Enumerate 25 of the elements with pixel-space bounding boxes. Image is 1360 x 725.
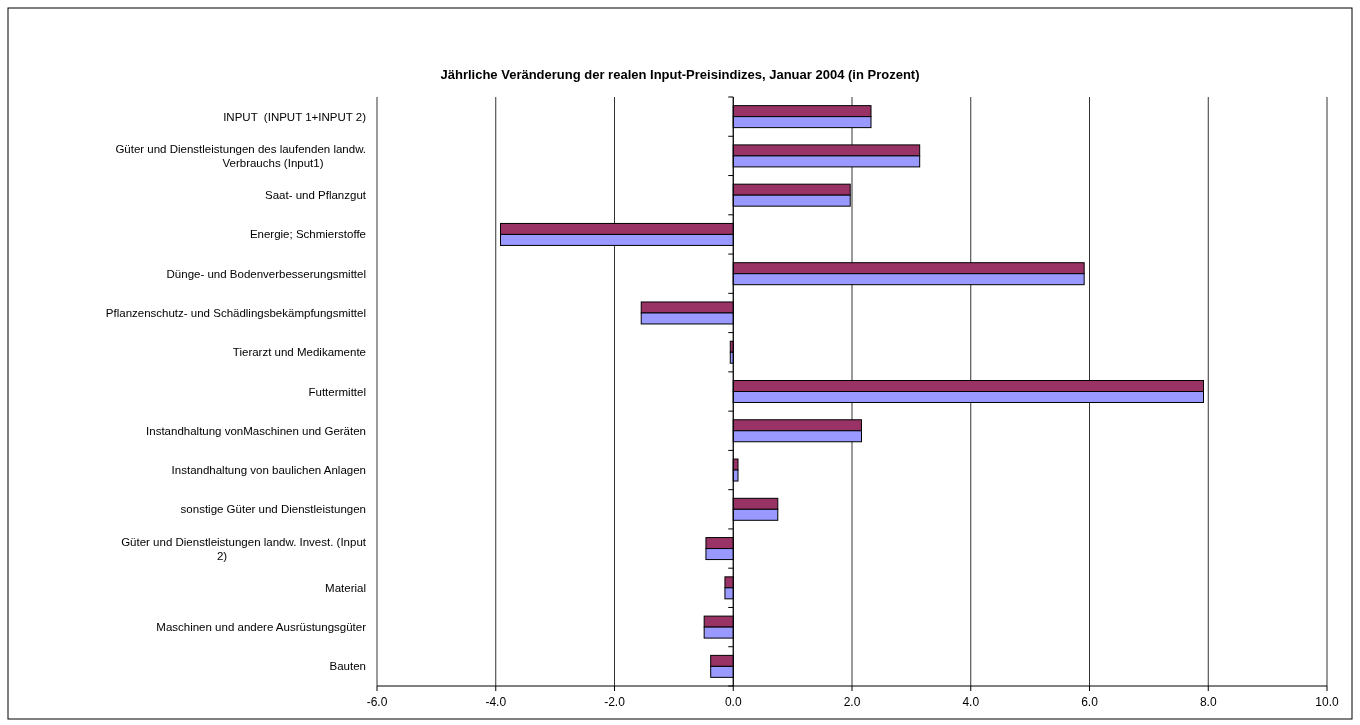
x-tick-label: 0.0 bbox=[724, 695, 742, 709]
y-tick-label: Instandhaltung von baulichen Anlagen bbox=[171, 464, 366, 477]
y-tick-label: Güter und Dienstleistungen des laufenden landw. Verbrauchs (Input1) bbox=[115, 142, 366, 169]
y-tick-label: Energie; Schmierstoffe bbox=[249, 228, 366, 241]
y-tick-label: Maschinen und andere Ausrüstungsgüter bbox=[156, 621, 367, 634]
y-tick-label: Pflanzenschutz- und Schädlingsbekämpfungsmittel bbox=[105, 306, 366, 319]
x-tick-label: -2.0 bbox=[604, 695, 626, 709]
y-tick-label: Material bbox=[325, 581, 366, 594]
y-tick-label: Tierarzt und Medikamente bbox=[232, 346, 366, 359]
x-tick-label: 8.0 bbox=[1199, 695, 1217, 709]
y-tick-label: Instandhaltung vonMaschinen und Geräten bbox=[146, 424, 366, 437]
x-tick-label: 4.0 bbox=[962, 695, 980, 709]
x-tick-label: -6.0 bbox=[366, 695, 388, 709]
y-tick-label: Dünge- und Bodenverbesserungsmittel bbox=[166, 267, 366, 280]
chart-title: Jährliche Veränderung der realen Input-Preisindizes, Januar 2004 (in Prozent) bbox=[440, 67, 920, 82]
x-tick-label: -4.0 bbox=[485, 695, 507, 709]
y-tick-label: Futtermittel bbox=[308, 385, 366, 398]
x-tick-label: 10.0 bbox=[1315, 695, 1339, 709]
y-tick-label: Güter und Dienstleistungen landw. Invest. (Input 2) bbox=[121, 535, 367, 562]
x-tick-label: 2.0 bbox=[843, 695, 861, 709]
y-tick-label: INPUT (INPUT 1+INPUT 2) bbox=[223, 110, 367, 123]
y-tick-label: sonstige Güter und Dienstleistungen bbox=[180, 503, 366, 516]
y-tick-label: Bauten bbox=[329, 660, 366, 673]
x-tick-label: 6.0 bbox=[1081, 695, 1099, 709]
y-tick-label: Saat- und Pflanzgut bbox=[264, 189, 367, 202]
